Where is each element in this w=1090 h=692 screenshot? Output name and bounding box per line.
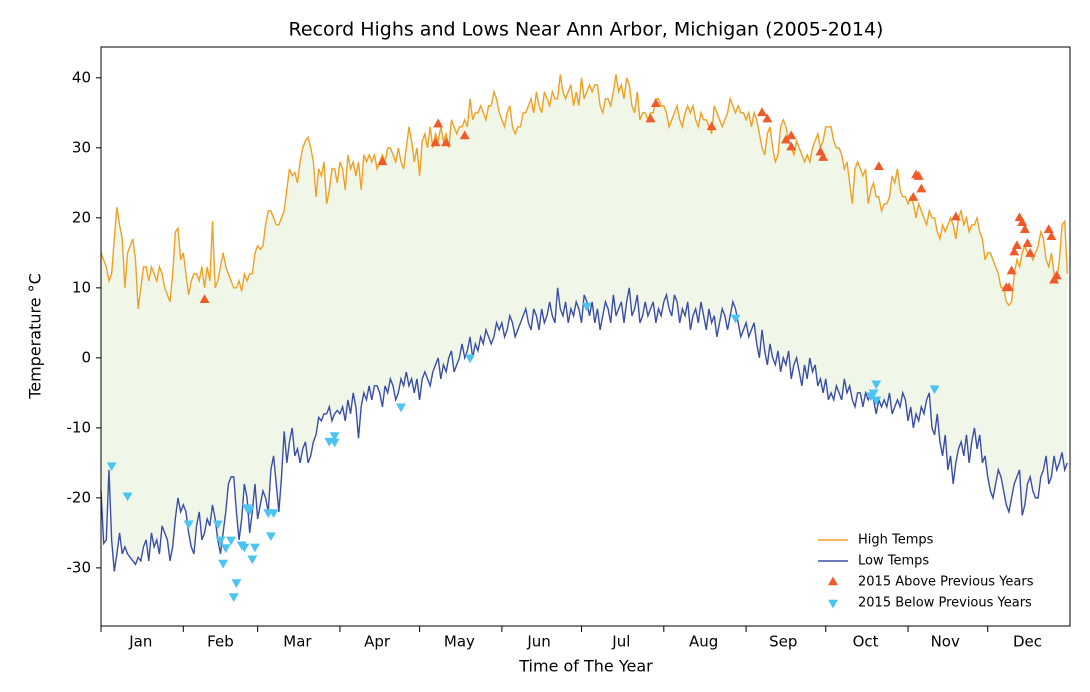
scatter-point — [459, 130, 470, 140]
scatter-point — [757, 107, 767, 117]
x-tick-label: May — [444, 633, 475, 651]
scatter-point — [231, 579, 242, 589]
scatter-point — [220, 544, 231, 554]
scatter-point — [183, 520, 194, 530]
scatter-point — [706, 121, 717, 131]
x-axis-label: Time of The Year — [518, 657, 653, 676]
scatter-point — [465, 354, 475, 364]
legend-swatch — [828, 576, 838, 586]
legend-label: Low Temps — [858, 554, 929, 569]
x-tick-label: Dec — [1013, 633, 1042, 651]
scatter-point — [780, 134, 791, 144]
scatter-point — [1022, 238, 1033, 248]
legend-swatch — [828, 599, 838, 609]
line-series — [100, 74, 1069, 309]
x-tick-label: Sep — [769, 633, 797, 651]
scatter-point — [1043, 224, 1054, 234]
scatter-point — [441, 137, 452, 147]
scatter-point — [871, 380, 882, 390]
scatter-point — [396, 403, 406, 413]
line-series — [100, 287, 1069, 572]
y-tick-label: 20 — [72, 208, 91, 226]
scatter-point — [247, 555, 258, 565]
scatter-point — [818, 152, 829, 161]
scatter-point — [730, 314, 741, 324]
legend-label: High Temps — [858, 533, 934, 548]
y-tick-label: -10 — [67, 418, 92, 436]
scatter-point — [1051, 270, 1062, 280]
scatter-point — [268, 509, 279, 519]
plot-frame — [100, 46, 1071, 627]
x-tick-label: Jul — [611, 633, 630, 651]
scatter-point — [786, 141, 797, 151]
scatter-point — [329, 438, 340, 448]
scatter-point — [1011, 240, 1022, 250]
y-tick-label: 30 — [72, 138, 91, 156]
x-tick-label: Feb — [207, 633, 234, 651]
y-tick-label: 40 — [72, 68, 91, 86]
scatter-point — [122, 492, 133, 502]
scatter-point — [1025, 248, 1036, 257]
scatter-point — [1009, 246, 1020, 256]
y-tick-label: -20 — [67, 488, 92, 506]
scatter-point — [913, 171, 924, 180]
scatter-point — [212, 520, 223, 530]
scatter-point — [377, 156, 388, 166]
scatter-point — [929, 385, 940, 395]
scatter-point — [1019, 224, 1030, 234]
scatter-point — [226, 536, 237, 546]
y-tick-label: -30 — [67, 558, 92, 576]
scatter-point — [786, 130, 797, 140]
scatter-point — [650, 98, 661, 108]
scatter-point — [645, 113, 656, 123]
scatter-point — [218, 559, 229, 569]
scatter-point — [868, 389, 879, 399]
scatter-point — [106, 462, 117, 472]
x-tick-label: Oct — [853, 633, 879, 651]
scatter-point — [329, 432, 340, 442]
scatter-point — [215, 536, 226, 546]
x-tick-label: Jun — [526, 633, 550, 651]
x-tick-label: Aug — [689, 633, 718, 651]
y-axis-label: Temperature °C — [26, 273, 45, 400]
scatter-point — [244, 506, 255, 516]
chart-title: Record Highs and Lows Near Ann Arbor, Mi… — [289, 19, 884, 41]
fill-between — [101, 74, 1068, 572]
scatter-point — [430, 137, 441, 147]
scatter-point — [239, 543, 250, 553]
x-tick-label: Jan — [128, 633, 152, 651]
scatter-point — [916, 183, 927, 193]
scatter-point — [581, 302, 592, 312]
scatter-point — [1003, 282, 1014, 292]
scatter-point — [1017, 217, 1028, 227]
y-tick-label: 10 — [72, 278, 91, 296]
scatter-point — [908, 192, 919, 201]
scatter-point — [433, 118, 444, 128]
scatter-point — [1006, 265, 1017, 275]
legend-label: 2015 Below Previous Years — [858, 596, 1032, 611]
x-tick-label: Apr — [364, 633, 391, 651]
scatter-point — [250, 543, 260, 553]
scatter-point — [1046, 231, 1057, 241]
scatter-point — [228, 593, 239, 603]
y-tick-label: 0 — [81, 348, 91, 366]
scatter-point — [762, 113, 773, 123]
scatter-point — [871, 396, 882, 406]
x-tick-label: Mar — [283, 633, 312, 651]
scatter-point — [873, 161, 884, 171]
scatter-point — [265, 532, 276, 542]
x-tick-label: Nov — [931, 633, 960, 651]
scatter-point — [199, 294, 210, 304]
scatter-point — [950, 211, 961, 221]
legend-label: 2015 Above Previous Years — [858, 575, 1034, 590]
